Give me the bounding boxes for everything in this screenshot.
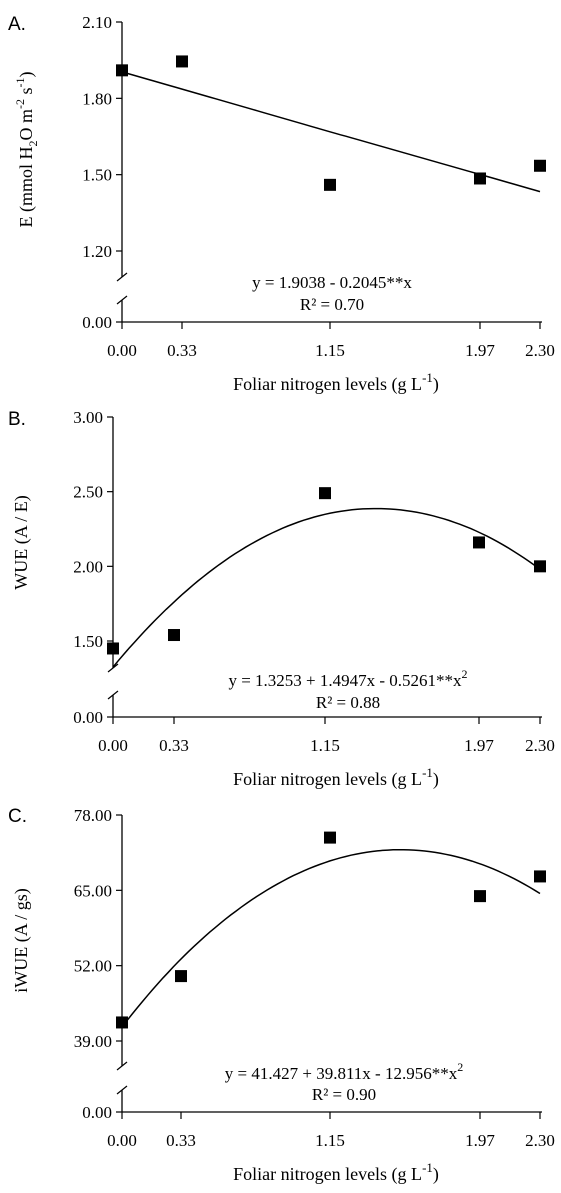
data-point xyxy=(107,642,119,655)
y-tick-label: 0.00 xyxy=(82,313,112,332)
axis-break-mark xyxy=(116,1085,128,1095)
x-tick-label: 0.00 xyxy=(98,736,128,755)
regression-equation: y = 41.427 + 39.811x - 12.956**x2 xyxy=(225,1060,463,1083)
data-point xyxy=(116,1016,128,1029)
y-axis-title: WUE (A / E) xyxy=(11,495,32,589)
x-tick-label: 2.30 xyxy=(525,341,555,360)
data-point xyxy=(324,178,336,191)
y-tick-label: 0.00 xyxy=(73,708,103,727)
y-tick-label: 2.50 xyxy=(73,483,103,502)
chart-panel-c: C. 39.00 52.00 65.00 78.00 0.00 0.00 0.33 1.15 1.… xyxy=(8,806,555,1185)
panel-label: A. xyxy=(8,14,26,35)
data-point xyxy=(324,831,336,844)
data-point xyxy=(175,970,187,983)
x-tick-label: 1.97 xyxy=(464,736,494,755)
axis-break-mark xyxy=(116,272,128,282)
y-tick-label: 39.00 xyxy=(74,1032,112,1051)
r-squared: R² = 0.70 xyxy=(300,295,364,314)
y-tick-label: 78.00 xyxy=(74,806,112,825)
axis-break-mark xyxy=(107,663,119,673)
x-tick-label: 1.15 xyxy=(315,1131,345,1150)
y-tick-label: 1.80 xyxy=(82,89,112,108)
data-point xyxy=(474,890,486,903)
y-tick-label: 1.50 xyxy=(82,166,112,185)
y-tick-label: 2.00 xyxy=(73,557,103,576)
x-tick-label: 2.30 xyxy=(525,736,555,755)
y-tick-label: 0.00 xyxy=(82,1103,112,1122)
chart-panel-b: B. 1.50 2.00 2.50 3.00 0.00 0.00 0.33 1.15 1.97 2.… xyxy=(8,408,555,790)
panel-label: C. xyxy=(8,806,27,827)
data-point xyxy=(534,159,546,172)
regression-equation: y = 1.9038 - 0.2045**x xyxy=(252,273,412,292)
data-point xyxy=(473,536,485,549)
panel-label: B. xyxy=(8,409,26,430)
r-squared: R² = 0.90 xyxy=(312,1085,376,1104)
data-point xyxy=(474,172,486,185)
data-point xyxy=(168,629,180,642)
x-tick-label: 0.00 xyxy=(107,341,137,360)
chart-panel-a: A. 1.20 1.50 1.80 2.10 0.00 0.00 0.33 1.15 1.97 2.… xyxy=(8,13,555,395)
fit-curve xyxy=(121,71,541,193)
y-tick-label: 65.00 xyxy=(74,881,112,900)
x-tick-label: 1.15 xyxy=(310,736,340,755)
data-point xyxy=(319,487,331,500)
x-axis-title: Foliar nitrogen levels (g L-1) xyxy=(233,370,439,395)
x-tick-label: 1.15 xyxy=(315,341,345,360)
data-point xyxy=(116,64,128,77)
axis-break-mark xyxy=(116,1061,128,1071)
data-point xyxy=(534,870,546,883)
x-tick-label: 2.30 xyxy=(525,1131,555,1150)
x-tick-label: 0.00 xyxy=(107,1131,137,1150)
x-axis-title: Foliar nitrogen levels (g L-1) xyxy=(233,765,439,790)
axis-break-mark xyxy=(107,690,119,700)
y-tick-label: 3.00 xyxy=(73,408,103,427)
data-point xyxy=(534,560,546,573)
y-axis-title: E (mmol H2O m-2 s-1) xyxy=(13,71,40,227)
x-tick-label: 0.33 xyxy=(167,341,197,360)
x-tick-label: 0.33 xyxy=(166,1131,196,1150)
fit-curve xyxy=(112,507,541,668)
regression-equation: y = 1.3253 + 1.4947x - 0.5261**x2 xyxy=(228,667,467,690)
x-tick-label: 0.33 xyxy=(159,736,189,755)
x-axis-title: Foliar nitrogen levels (g L-1) xyxy=(233,1160,439,1185)
data-point xyxy=(176,55,188,68)
fit-curve xyxy=(121,848,541,1028)
y-tick-label: 52.00 xyxy=(74,957,112,976)
y-axis-title: iWUE (A / gs) xyxy=(11,888,32,992)
y-tick-label: 1.50 xyxy=(73,632,103,651)
r-squared: R² = 0.88 xyxy=(316,693,380,712)
y-tick-label: 2.10 xyxy=(82,13,112,32)
axis-break-mark xyxy=(116,295,128,305)
y-tick-label: 1.20 xyxy=(82,242,112,261)
x-tick-label: 1.97 xyxy=(465,1131,495,1150)
x-tick-label: 1.97 xyxy=(465,341,495,360)
